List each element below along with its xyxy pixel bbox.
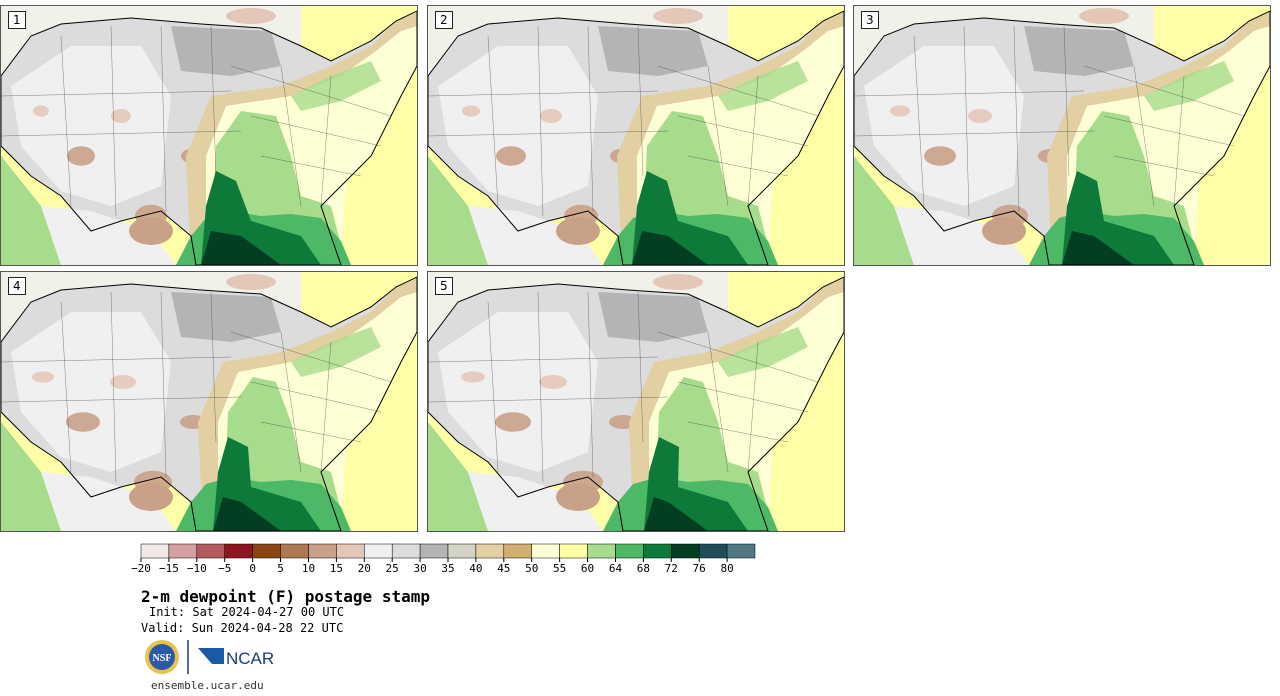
panel-number-label: 3 [861, 11, 879, 29]
website-url: ensemble.ucar.edu [151, 679, 264, 692]
colorbar-tick-label: 55 [553, 562, 567, 575]
colorbar-swatch [419, 543, 449, 559]
ncar-logo-icon: NCAR [198, 648, 274, 668]
dewpoint-map [428, 272, 844, 531]
colorbar-swatch [615, 543, 644, 559]
colorbar-swatch [224, 543, 253, 559]
colorbar-tick-label: 80 [720, 562, 734, 575]
colorbar-tick-labels: −20 −15 −10 −5 0 5 10 15 20 25 30 35 40 45 50 55 60 64 68 7… [131, 562, 780, 578]
dewpoint-map [1, 272, 417, 531]
colorbar-tick-label: 20 [357, 562, 371, 575]
sponsor-logos: NSF NCAR [145, 640, 274, 674]
chart-title: 2-m dewpoint (F) postage stamp [141, 587, 430, 606]
colorbar-tick-label: 50 [525, 562, 539, 575]
colorbar-tick-label: −5 [218, 562, 232, 575]
panel-number-label: 2 [435, 11, 453, 29]
colorbar-tick-label: 5 [277, 562, 284, 575]
ncar-logo-text: NCAR [226, 649, 274, 668]
colorbar-swatch [280, 543, 309, 559]
colorbar-tick-label: 40 [469, 562, 483, 575]
colorbar-swatch [531, 543, 560, 559]
colorbar-swatch [447, 543, 477, 559]
colorbar-swatch [475, 543, 505, 559]
dewpoint-colorbar [140, 543, 756, 562]
valid-time: Valid: Sun 2024-04-28 22 UTC [141, 621, 344, 635]
dewpoint-map [854, 6, 1270, 265]
map-panel-3: 3 [853, 5, 1271, 266]
colorbar-swatch [587, 543, 616, 559]
colorbar-swatch [391, 543, 421, 559]
colorbar-swatch [698, 543, 728, 559]
colorbar-tick-label: 72 [664, 562, 678, 575]
map-panel-2: 2 [427, 5, 845, 266]
init-time: Init: Sat 2024-04-27 00 UTC [149, 605, 345, 619]
colorbar-swatch [336, 543, 365, 559]
nsf-logo-icon: NSF [145, 640, 179, 674]
colorbar-tick-label: 64 [608, 562, 623, 575]
panel-number-label: 1 [8, 11, 26, 29]
colorbar-swatch [252, 543, 281, 559]
dewpoint-map [428, 6, 844, 265]
dewpoint-map [1, 6, 417, 265]
colorbar-tick-label: −20 [131, 562, 151, 575]
map-panel-1: 1 [0, 5, 418, 266]
colorbar-swatch [643, 543, 672, 559]
colorbar-swatch [364, 543, 393, 559]
colorbar-swatch [671, 543, 700, 559]
colorbar-swatch [503, 543, 532, 559]
colorbar-tick-label: 35 [441, 562, 455, 575]
colorbar-tick-label: −10 [186, 562, 207, 575]
map-panel-5: 5 [427, 271, 845, 532]
colorbar-tick-label: −15 [158, 562, 179, 575]
colorbar-tick-label: 68 [636, 562, 650, 575]
colorbar-swatch [196, 543, 225, 559]
colorbar-tick-label: 0 [249, 562, 256, 575]
colorbar-swatch [308, 543, 337, 559]
colorbar-swatch [559, 543, 588, 559]
map-panel-4: 4 [0, 271, 418, 532]
colorbar-tick-label: 25 [385, 562, 399, 575]
panel-number-label: 4 [8, 277, 26, 295]
colorbar-tick-label: 45 [497, 562, 511, 575]
colorbar-tick-label: 60 [580, 562, 595, 575]
colorbar-tick-label: 30 [413, 562, 427, 575]
colorbar-tick-label: 76 [692, 562, 706, 575]
colorbar-swatch [140, 543, 170, 559]
colorbar-swatch [168, 543, 198, 559]
colorbar-swatch [726, 543, 756, 559]
colorbar-tick-label: 15 [329, 562, 343, 575]
nsf-logo-text: NSF [153, 653, 172, 664]
colorbar-tick-label: 10 [301, 562, 316, 575]
panel-number-label: 5 [435, 277, 453, 295]
